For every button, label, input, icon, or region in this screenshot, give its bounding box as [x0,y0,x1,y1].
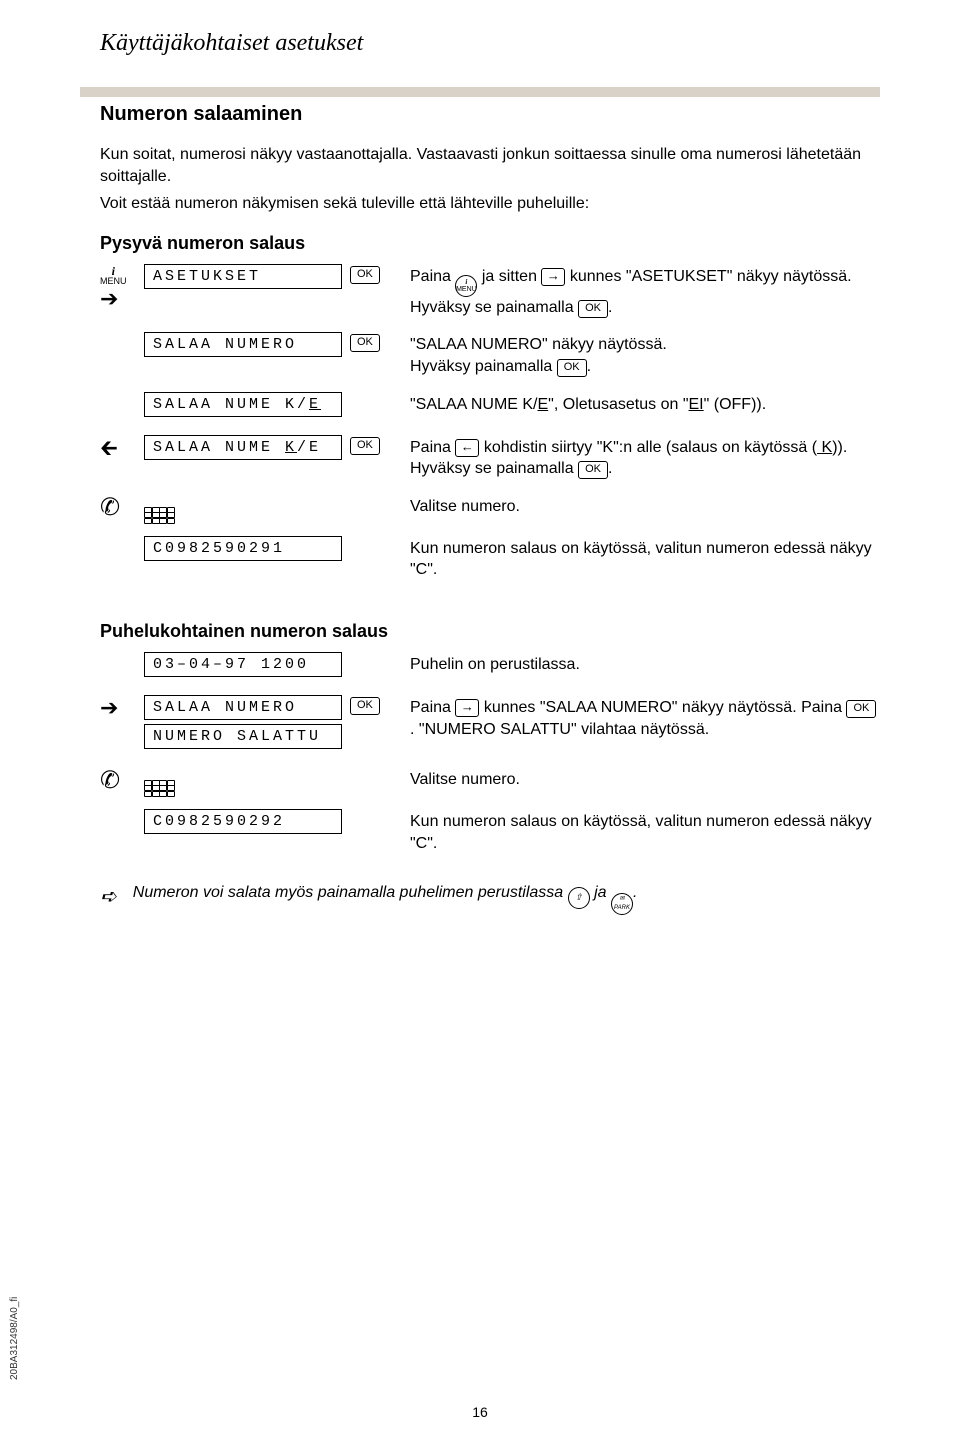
lcd-display: NUMERO SALATTU [144,724,342,749]
instruction-text: Valitse numero. [410,771,520,788]
ok-button[interactable]: OK [350,266,380,284]
instruction-text: Hyväksy painamalla [410,358,557,375]
footnote-text: ja [590,884,611,901]
instruction-text: Kun numeron salaus on käytössä, valitun … [410,813,872,852]
step-row: i MENU ➔ ASETUKSET OK Paina iMENU ja sit… [100,264,880,319]
ok-key-inline: OK [578,461,608,479]
ok-key-inline: OK [846,700,876,718]
ok-key-inline: OK [557,359,587,377]
instruction-text: K [817,439,832,456]
section-heading: Numeron salaaminen [100,103,880,126]
document-reference: 20BA312498/A0_fi [9,1297,20,1380]
instruction-text: Hyväksy se painamalla [410,299,578,316]
subsection-1-heading: Pysyvä numeron salaus [100,233,880,254]
instruction-text: "SALAA NUMERO" näkyy näytössä. [410,336,667,353]
step-row: 03–04–97 1200 Puhelin on perustilassa. [100,652,880,681]
intro-text-1: Kun soitat, numerosi näkyy vastaanottaja… [100,144,880,187]
handset-icon: ✆ [100,494,120,521]
lcd-display: SALAA NUMERO [144,332,342,357]
instruction-text: kohdistin siirtyy "K":n alle (salaus on … [479,439,817,456]
instruction-text: Paina [410,268,455,285]
instruction-text: Valitse numero. [410,498,520,515]
ok-key-inline: OK [578,300,608,318]
menu-icon: i MENU [100,266,127,286]
lcd-display: C0982590292 [144,809,342,834]
lcd-display: C0982590291 [144,536,342,561]
step-row: SALAA NUME K/E "SALAA NUME K/E", Oletusa… [100,392,880,421]
lcd-display: SALAA NUME K/E [144,392,342,417]
note-icon: ➪ [100,884,117,909]
instruction-text: Paina [410,699,455,716]
subsection-2-heading: Puhelukohtainen numeron salaus [100,621,880,642]
footnote-text: Numeron voi salata myös painamalla puhel… [133,884,568,901]
park-button-icon: ✉PARK [611,893,633,915]
instruction-text: Hyväksy se painamalla [410,460,578,477]
instruction-text: EI [689,396,704,413]
step-row: ✆ Valitse numero. [100,494,880,522]
step-row: 🡰 SALAA NUME K/E OK Paina ← kohdistin si… [100,435,880,480]
instruction-text: Kun numeron salaus on käytössä, valitun … [410,540,872,579]
step-row: C0982590291 Kun numeron salaus on käytös… [100,536,880,581]
instruction-text: . "NUMERO SALATTU" vilahtaa näytössä. [410,721,709,738]
arrow-right-key: → [541,268,565,286]
instruction-text: kunnes "ASETUKSET" näkyy näytössä. [565,268,851,285]
instruction-text: ja sitten [477,268,541,285]
instruction-text: Puhelin on perustilassa. [410,656,580,673]
instruction-text: "SALAA NUME K/ [410,396,538,413]
step-row: C0982590292 Kun numeron salaus on käytös… [100,809,880,854]
footnote-text: . [633,884,637,901]
arrow-right-icon: ➔ [100,288,118,310]
step-row: SALAA NUMERO OK "SALAA NUMERO" näkyy näy… [100,332,880,377]
menu-button-icon: iMENU [455,275,477,297]
lcd-display: SALAA NUMERO [144,695,342,720]
shift-button-icon: ⇧ [568,887,590,909]
step-row: ➔ SALAA NUMERO NUMERO SALATTU OK Paina →… [100,695,880,753]
lcd-display: ASETUKSET [144,264,342,289]
handset-icon: ✆ [100,767,120,794]
keypad-icon [144,780,173,795]
instruction-text: ", Oletusasetus on " [548,396,688,413]
keypad-icon [144,507,173,522]
lcd-display: SALAA NUME K/E [144,435,342,460]
ok-button[interactable]: OK [350,334,380,352]
intro-text-2: Voit estää numeron näkymisen sekä tulevi… [100,193,880,215]
arrow-left-key: ← [455,439,479,457]
instruction-text: Paina [410,439,455,456]
ok-button[interactable]: OK [350,697,380,715]
arrow-left-icon: 🡰 [100,435,118,460]
page-title: Käyttäjäkohtaiset asetukset [100,30,880,57]
lcd-display: 03–04–97 1200 [144,652,342,677]
instruction-text: " (OFF)). [704,396,767,413]
instruction-text: kunnes "SALAA NUMERO" näkyy näytössä. Pa… [479,699,846,716]
step-row: ✆ Valitse numero. [100,767,880,795]
section-bar [80,87,880,97]
page-number: 16 [472,1404,488,1420]
ok-button[interactable]: OK [350,437,380,455]
arrow-right-icon: ➔ [100,695,118,720]
instruction-text: E [538,396,549,413]
footnote: ➪ Numeron voi salata myös painamalla puh… [100,884,880,915]
instruction-text: )). [832,439,847,456]
arrow-right-key: → [455,699,479,717]
